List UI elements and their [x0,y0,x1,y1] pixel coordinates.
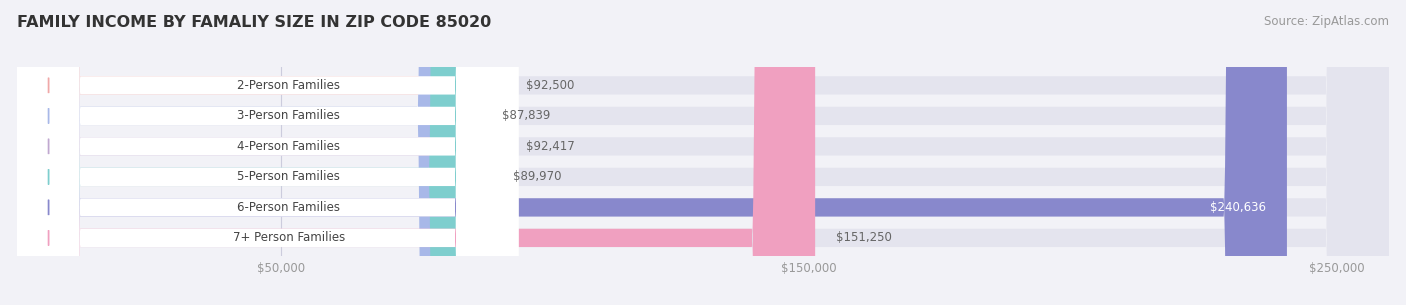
FancyBboxPatch shape [17,0,505,305]
FancyBboxPatch shape [17,0,1389,305]
FancyBboxPatch shape [17,0,519,305]
FancyBboxPatch shape [17,0,1389,305]
FancyBboxPatch shape [17,0,1389,305]
FancyBboxPatch shape [17,0,519,305]
FancyBboxPatch shape [17,0,519,305]
Text: $151,250: $151,250 [837,231,893,244]
FancyBboxPatch shape [17,0,1286,305]
FancyBboxPatch shape [17,0,1389,305]
FancyBboxPatch shape [17,0,815,305]
Text: $92,417: $92,417 [526,140,575,153]
Text: 2-Person Families: 2-Person Families [238,79,340,92]
Text: $240,636: $240,636 [1209,201,1265,214]
FancyBboxPatch shape [17,0,1389,305]
Text: 4-Person Families: 4-Person Families [238,140,340,153]
Text: 3-Person Families: 3-Person Families [238,109,340,122]
FancyBboxPatch shape [17,0,519,305]
Text: Source: ZipAtlas.com: Source: ZipAtlas.com [1264,15,1389,28]
Text: FAMILY INCOME BY FAMALIY SIZE IN ZIP CODE 85020: FAMILY INCOME BY FAMALIY SIZE IN ZIP COD… [17,15,491,30]
FancyBboxPatch shape [17,0,481,305]
FancyBboxPatch shape [17,0,492,305]
Text: 5-Person Families: 5-Person Families [238,170,340,183]
Text: 7+ Person Families: 7+ Person Families [232,231,344,244]
Text: $92,500: $92,500 [526,79,575,92]
FancyBboxPatch shape [17,0,519,305]
Text: $87,839: $87,839 [502,109,550,122]
FancyBboxPatch shape [17,0,505,305]
Text: $89,970: $89,970 [513,170,561,183]
Text: 6-Person Families: 6-Person Families [238,201,340,214]
FancyBboxPatch shape [17,0,1389,305]
FancyBboxPatch shape [17,0,519,305]
